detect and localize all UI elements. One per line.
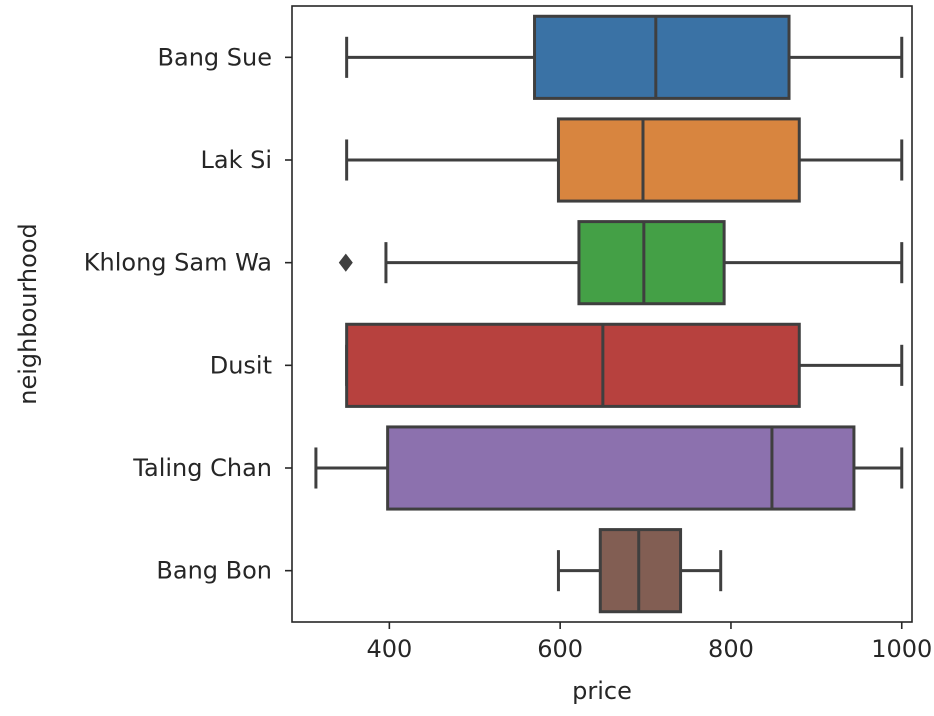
plot-frame [291, 5, 913, 623]
plot-area [314, 14, 904, 614]
iqr-box [386, 425, 856, 511]
x-tick-label: 600 [537, 635, 583, 663]
x-tick-label: 1000 [871, 635, 932, 663]
box-khlong-sam-wa [338, 220, 904, 306]
box-bang-sue [345, 14, 904, 100]
box-lak-si [345, 117, 904, 203]
axes: Bang Sue Lak Si Khlong Sam Wa Dusit Taling C… [84, 43, 933, 663]
iqr-box [556, 117, 801, 203]
y-tick-label: Bang Sue [158, 43, 272, 71]
y-tick-label: Bang Bon [156, 557, 272, 585]
iqr-box [598, 528, 683, 614]
y-axis-label: neighbourhood [14, 223, 42, 404]
iqr-box [345, 322, 801, 408]
iqr-box [533, 14, 791, 100]
outlier-point [338, 253, 353, 272]
x-axis-label: price [572, 677, 632, 705]
box-bang-bon [556, 528, 723, 614]
box-dusit [345, 322, 904, 408]
x-tick-label: 800 [708, 635, 754, 663]
y-tick-label: Dusit [210, 351, 272, 379]
box-taling-chan [314, 425, 904, 511]
y-tick-label: Khlong Sam Wa [84, 249, 272, 277]
iqr-box [577, 220, 726, 306]
x-tick-label: 400 [366, 635, 412, 663]
y-tick-label: Lak Si [200, 146, 272, 174]
y-tick-label: Taling Chan [132, 454, 272, 482]
